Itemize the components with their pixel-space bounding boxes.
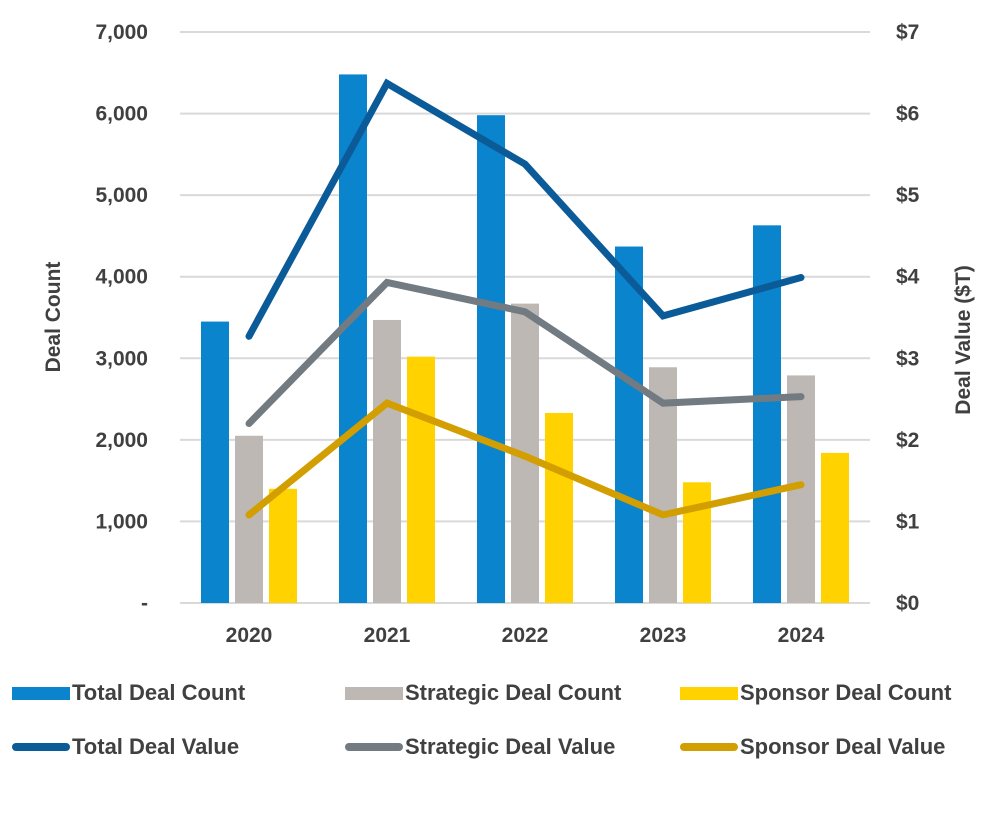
legend-item: Total Deal Count	[12, 680, 245, 706]
legend-item: Sponsor Deal Value	[680, 734, 945, 760]
legend-bar-swatch	[680, 686, 738, 700]
y2-tick-label: $4	[896, 266, 920, 289]
legend: Total Deal Count Strategic Deal Count Spon…	[0, 672, 1000, 782]
x-tick-label: 2020	[226, 624, 273, 647]
y-tick-label: -	[141, 592, 148, 615]
bar-sponsor-deal-count	[407, 356, 435, 603]
legend-label: Total Deal Value	[72, 734, 240, 759]
bar-total-deal-count	[201, 321, 229, 603]
legend-bar-swatch	[345, 686, 403, 700]
legend-line-swatch	[680, 743, 738, 751]
right-axis-ticks: $0 $1 $2 $3 $4 $5 $6 $7	[896, 21, 920, 615]
bar-total-deal-count	[477, 115, 505, 604]
bars	[201, 74, 849, 604]
y-tick-label: 2,000	[95, 429, 148, 452]
left-axis-ticks: - 1,000 2,000 3,000 4,000 5,000 6,000 7,000	[95, 21, 148, 615]
bar-total-deal-count	[339, 74, 367, 604]
x-tick-label: 2021	[364, 624, 411, 647]
legend-label: Sponsor Deal Count	[740, 680, 952, 705]
bar-strategic-deal-count	[373, 319, 401, 603]
y-axis-title: Deal Count	[42, 262, 65, 373]
legend-label: Total Deal Count	[72, 680, 246, 705]
legend-label: Sponsor Deal Value	[740, 734, 946, 759]
legend-label: Strategic Deal Value	[405, 734, 616, 759]
y2-tick-label: $3	[896, 347, 919, 370]
y-tick-label: 5,000	[95, 184, 148, 207]
legend-item: Sponsor Deal Count	[680, 680, 951, 706]
line-strategic-deal-value	[245, 278, 805, 428]
lines	[245, 78, 805, 519]
line-total-deal-value	[245, 78, 805, 340]
bar-sponsor-deal-count	[269, 488, 297, 603]
y2-tick-label: $7	[896, 21, 919, 44]
bar-total-deal-count	[615, 246, 643, 604]
line-sponsor-deal-value	[245, 399, 805, 519]
legend-item: Total Deal Value	[12, 734, 239, 760]
x-axis-ticks: 2020 2021 2022 2023 2024	[226, 624, 825, 647]
legend-label: Strategic Deal Count	[405, 680, 622, 705]
y2-tick-label: $6	[896, 103, 919, 126]
x-tick-label: 2023	[640, 624, 687, 647]
legend-item: Strategic Deal Count	[345, 680, 621, 706]
legend-bar-swatch	[12, 686, 70, 700]
y2-axis-title: Deal Value ($T)	[952, 265, 975, 414]
y2-tick-label: $1	[896, 510, 920, 533]
y-tick-label: 1,000	[95, 510, 148, 533]
y-tick-label: 3,000	[95, 347, 148, 370]
bar-strategic-deal-count	[235, 435, 263, 603]
x-tick-label: 2024	[778, 624, 825, 647]
x-tick-label: 2022	[502, 624, 549, 647]
y-tick-label: 4,000	[95, 266, 148, 289]
y2-tick-label: $5	[896, 184, 920, 207]
y2-tick-label: $0	[896, 592, 919, 615]
y-tick-label: 6,000	[95, 103, 148, 126]
legend-line-swatch	[345, 743, 403, 751]
bar-sponsor-deal-count	[821, 452, 849, 603]
legend-item: Strategic Deal Value	[345, 734, 615, 760]
bar-sponsor-deal-count	[545, 412, 573, 603]
y-tick-label: 7,000	[95, 21, 148, 44]
bar-sponsor-deal-count	[683, 482, 711, 603]
legend-line-swatch	[12, 743, 70, 751]
y2-tick-label: $2	[896, 429, 919, 452]
